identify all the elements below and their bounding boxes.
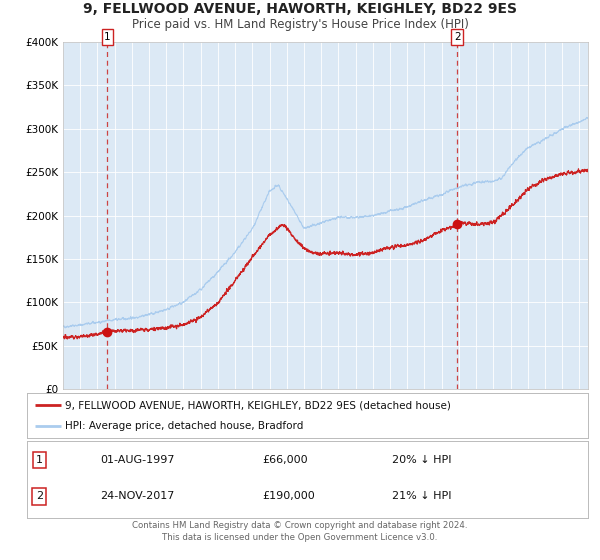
Text: 1: 1 bbox=[36, 455, 43, 465]
Text: HPI: Average price, detached house, Bradford: HPI: Average price, detached house, Brad… bbox=[65, 421, 304, 431]
Text: 01-AUG-1997: 01-AUG-1997 bbox=[100, 455, 175, 465]
Text: £66,000: £66,000 bbox=[263, 455, 308, 465]
Text: 21% ↓ HPI: 21% ↓ HPI bbox=[392, 491, 451, 501]
Text: Price paid vs. HM Land Registry's House Price Index (HPI): Price paid vs. HM Land Registry's House … bbox=[131, 18, 469, 31]
Text: This data is licensed under the Open Government Licence v3.0.: This data is licensed under the Open Gov… bbox=[163, 533, 437, 542]
Text: 2: 2 bbox=[36, 491, 43, 501]
Text: 9, FELLWOOD AVENUE, HAWORTH, KEIGHLEY, BD22 9ES (detached house): 9, FELLWOOD AVENUE, HAWORTH, KEIGHLEY, B… bbox=[65, 400, 451, 410]
Text: Contains HM Land Registry data © Crown copyright and database right 2024.: Contains HM Land Registry data © Crown c… bbox=[132, 521, 468, 530]
Text: 1: 1 bbox=[104, 32, 111, 42]
Text: 24-NOV-2017: 24-NOV-2017 bbox=[100, 491, 175, 501]
Text: 20% ↓ HPI: 20% ↓ HPI bbox=[392, 455, 451, 465]
Text: £190,000: £190,000 bbox=[263, 491, 316, 501]
Text: 9, FELLWOOD AVENUE, HAWORTH, KEIGHLEY, BD22 9ES: 9, FELLWOOD AVENUE, HAWORTH, KEIGHLEY, B… bbox=[83, 2, 517, 16]
Text: 2: 2 bbox=[454, 32, 460, 42]
